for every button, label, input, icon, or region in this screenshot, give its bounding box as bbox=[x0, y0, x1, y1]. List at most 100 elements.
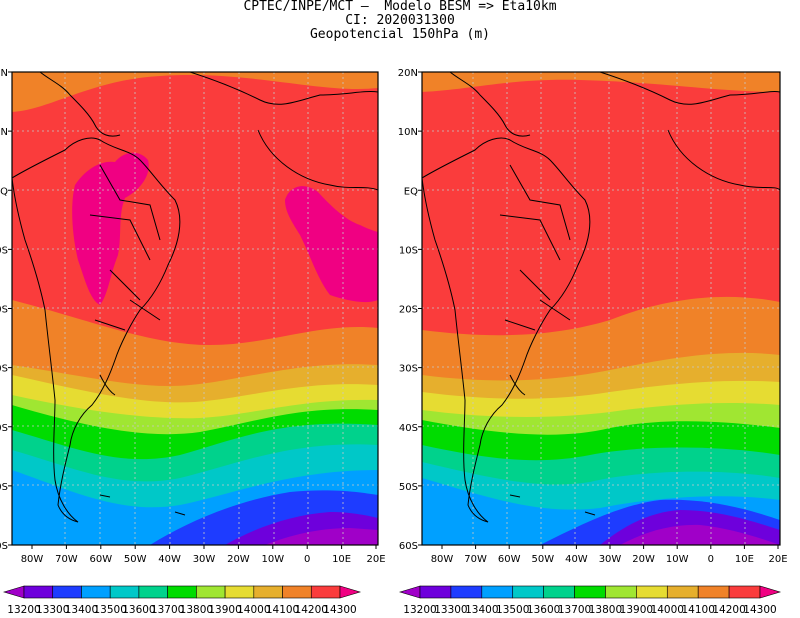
colorbar-label: 13400 bbox=[465, 604, 498, 616]
colorbar-swatch bbox=[23, 585, 54, 599]
lon-tick-label: 30W bbox=[193, 554, 216, 565]
lat-tick-label: 10S bbox=[0, 245, 8, 256]
colorbar-swatch bbox=[167, 585, 197, 599]
lon-tick-label: 10W bbox=[261, 554, 284, 565]
colorbar-swatch bbox=[512, 585, 544, 599]
colorbar-label: 13800 bbox=[180, 604, 213, 616]
colorbar-swatch bbox=[759, 585, 782, 599]
colorbar-swatch bbox=[605, 585, 637, 599]
lat-tick-label: 60S bbox=[0, 541, 8, 552]
colorbar-swatch bbox=[419, 585, 452, 599]
colorbar-swatch bbox=[81, 585, 111, 599]
colorbar-left: 1320013300134001350013600137001380013900… bbox=[2, 585, 362, 616]
colorbar-swatch bbox=[574, 585, 606, 599]
lon-tick-label: 10E bbox=[332, 554, 351, 565]
lon-tick-label: 10E bbox=[735, 554, 754, 565]
map-panel-right: 20N 10N EQ 10S 20S 30S 40S 50S 60S 80W 70W 60W 50W 4… bbox=[398, 68, 788, 565]
colorbar-swatch bbox=[196, 585, 226, 599]
lat-tick-label: 20S bbox=[0, 305, 8, 316]
lat-tick-label: 60S bbox=[399, 541, 418, 552]
colorbar-label: 13300 bbox=[36, 604, 69, 616]
colorbar-swatch bbox=[2, 585, 25, 599]
colorbar-swatch bbox=[697, 585, 730, 599]
colorbar-label: 13500 bbox=[496, 604, 529, 616]
colorbar-swatch bbox=[728, 585, 761, 599]
lon-tick-label: 40W bbox=[158, 554, 181, 565]
title-line-model: CPTEC/INPE/MCT – Modelo BESM => Eta10km bbox=[243, 0, 557, 14]
map-field-right bbox=[422, 72, 780, 545]
colorbar-swatch bbox=[481, 585, 514, 599]
colorbar-swatch bbox=[450, 585, 483, 599]
colorbar-label: 13800 bbox=[589, 604, 622, 616]
colorbar-label: 13500 bbox=[93, 604, 126, 616]
lat-tick-label: EQ bbox=[0, 186, 8, 197]
colorbar-swatch bbox=[666, 585, 699, 599]
colorbar-label: 14000 bbox=[651, 604, 684, 616]
colorbar-swatch bbox=[310, 585, 341, 599]
lat-tick-label: 20N bbox=[0, 68, 8, 79]
colorbar-label: 13900 bbox=[208, 604, 241, 616]
lat-tick-label: 50S bbox=[0, 482, 8, 493]
map-field-left bbox=[12, 72, 378, 545]
title-line-variable: Geopotencial 150hPa (m) bbox=[309, 27, 490, 42]
colorbar-swatch bbox=[339, 585, 362, 599]
colorbar-label: 13600 bbox=[527, 604, 560, 616]
colorbar-label: 14000 bbox=[237, 604, 270, 616]
lon-tick-label: 30W bbox=[599, 554, 622, 565]
colorbar-label: 14300 bbox=[743, 604, 776, 616]
colorbar-label: 14100 bbox=[266, 604, 299, 616]
figure-title: CPTEC/INPE/MCT – Modelo BESM => Eta10km … bbox=[0, 0, 800, 42]
colorbar-label: 13600 bbox=[122, 604, 155, 616]
colorbar-label: 13700 bbox=[558, 604, 591, 616]
colorbar-swatch bbox=[224, 585, 255, 599]
lat-tick-label: 30S bbox=[399, 364, 418, 375]
colorbar-label: 13300 bbox=[434, 604, 467, 616]
colorbar-label: 14200 bbox=[712, 604, 745, 616]
lon-tick-label: 80W bbox=[21, 554, 44, 565]
lon-tick-label: 50W bbox=[124, 554, 147, 565]
colorbar-label: 14300 bbox=[323, 604, 356, 616]
lon-tick-label: 40W bbox=[565, 554, 588, 565]
lat-tick-label: 50S bbox=[399, 482, 418, 493]
lon-tick-label: 20W bbox=[632, 554, 655, 565]
coastline-right bbox=[422, 72, 780, 523]
lon-tick-label: 20W bbox=[227, 554, 250, 565]
colorbar-label: 13200 bbox=[7, 604, 40, 616]
lon-tick-label: 50W bbox=[531, 554, 554, 565]
lat-axis-left: 20N 10N EQ 10S 20S 30S 40S 50S 60S bbox=[0, 68, 12, 552]
lat-axis-right: 20N 10N EQ 10S 20S 30S 40S 50S 60S bbox=[398, 68, 422, 552]
lon-tick-label: 80W bbox=[431, 554, 454, 565]
lon-tick-label: 0 bbox=[304, 554, 310, 565]
lat-tick-label: EQ bbox=[404, 186, 418, 197]
lon-tick-label: 10W bbox=[666, 554, 689, 565]
lon-axis-right: 80W 70W 60W 50W 40W 30W 20W 10W 0 10E 20E bbox=[431, 545, 788, 565]
lon-axis-left: 80W 70W 60W 50W 40W 30W 20W 10W 0 10E 20E bbox=[21, 545, 386, 565]
graticule-left bbox=[12, 72, 378, 545]
colorbar-label: 13900 bbox=[620, 604, 653, 616]
lat-tick-label: 20S bbox=[399, 305, 418, 316]
colorbar-swatch bbox=[109, 585, 140, 599]
colorbar-swatch bbox=[636, 585, 668, 599]
lon-tick-label: 20E bbox=[366, 554, 385, 565]
colorbar-swatch bbox=[52, 585, 82, 599]
lat-tick-label: 10N bbox=[398, 127, 418, 138]
lon-tick-label: 20E bbox=[768, 554, 787, 565]
lat-tick-label: 30S bbox=[0, 364, 8, 375]
lat-tick-label: 10N bbox=[0, 127, 8, 138]
colorbar-swatch bbox=[398, 585, 421, 599]
colorbar-label: 13200 bbox=[403, 604, 436, 616]
lon-tick-label: 60W bbox=[89, 554, 112, 565]
colorbar-right: 1320013300134001350013600137001380013900… bbox=[398, 585, 782, 616]
graticule-right bbox=[422, 72, 780, 545]
map-panel-left: 20N 10N EQ 10S 20S 30S 40S 50S 60S 80W 70W 60W 50W 4… bbox=[0, 68, 386, 565]
lat-tick-label: 20N bbox=[398, 68, 418, 79]
lon-tick-label: 0 bbox=[708, 554, 714, 565]
lon-tick-label: 60W bbox=[498, 554, 521, 565]
lon-tick-label: 70W bbox=[55, 554, 78, 565]
lat-tick-label: 40S bbox=[0, 423, 8, 434]
colorbar-swatch bbox=[138, 585, 168, 599]
lon-tick-label: 70W bbox=[464, 554, 487, 565]
colorbar-swatch bbox=[282, 585, 312, 599]
title-line-initial-condition: CI: 2020031300 bbox=[345, 13, 455, 28]
lat-tick-label: 10S bbox=[399, 245, 418, 256]
